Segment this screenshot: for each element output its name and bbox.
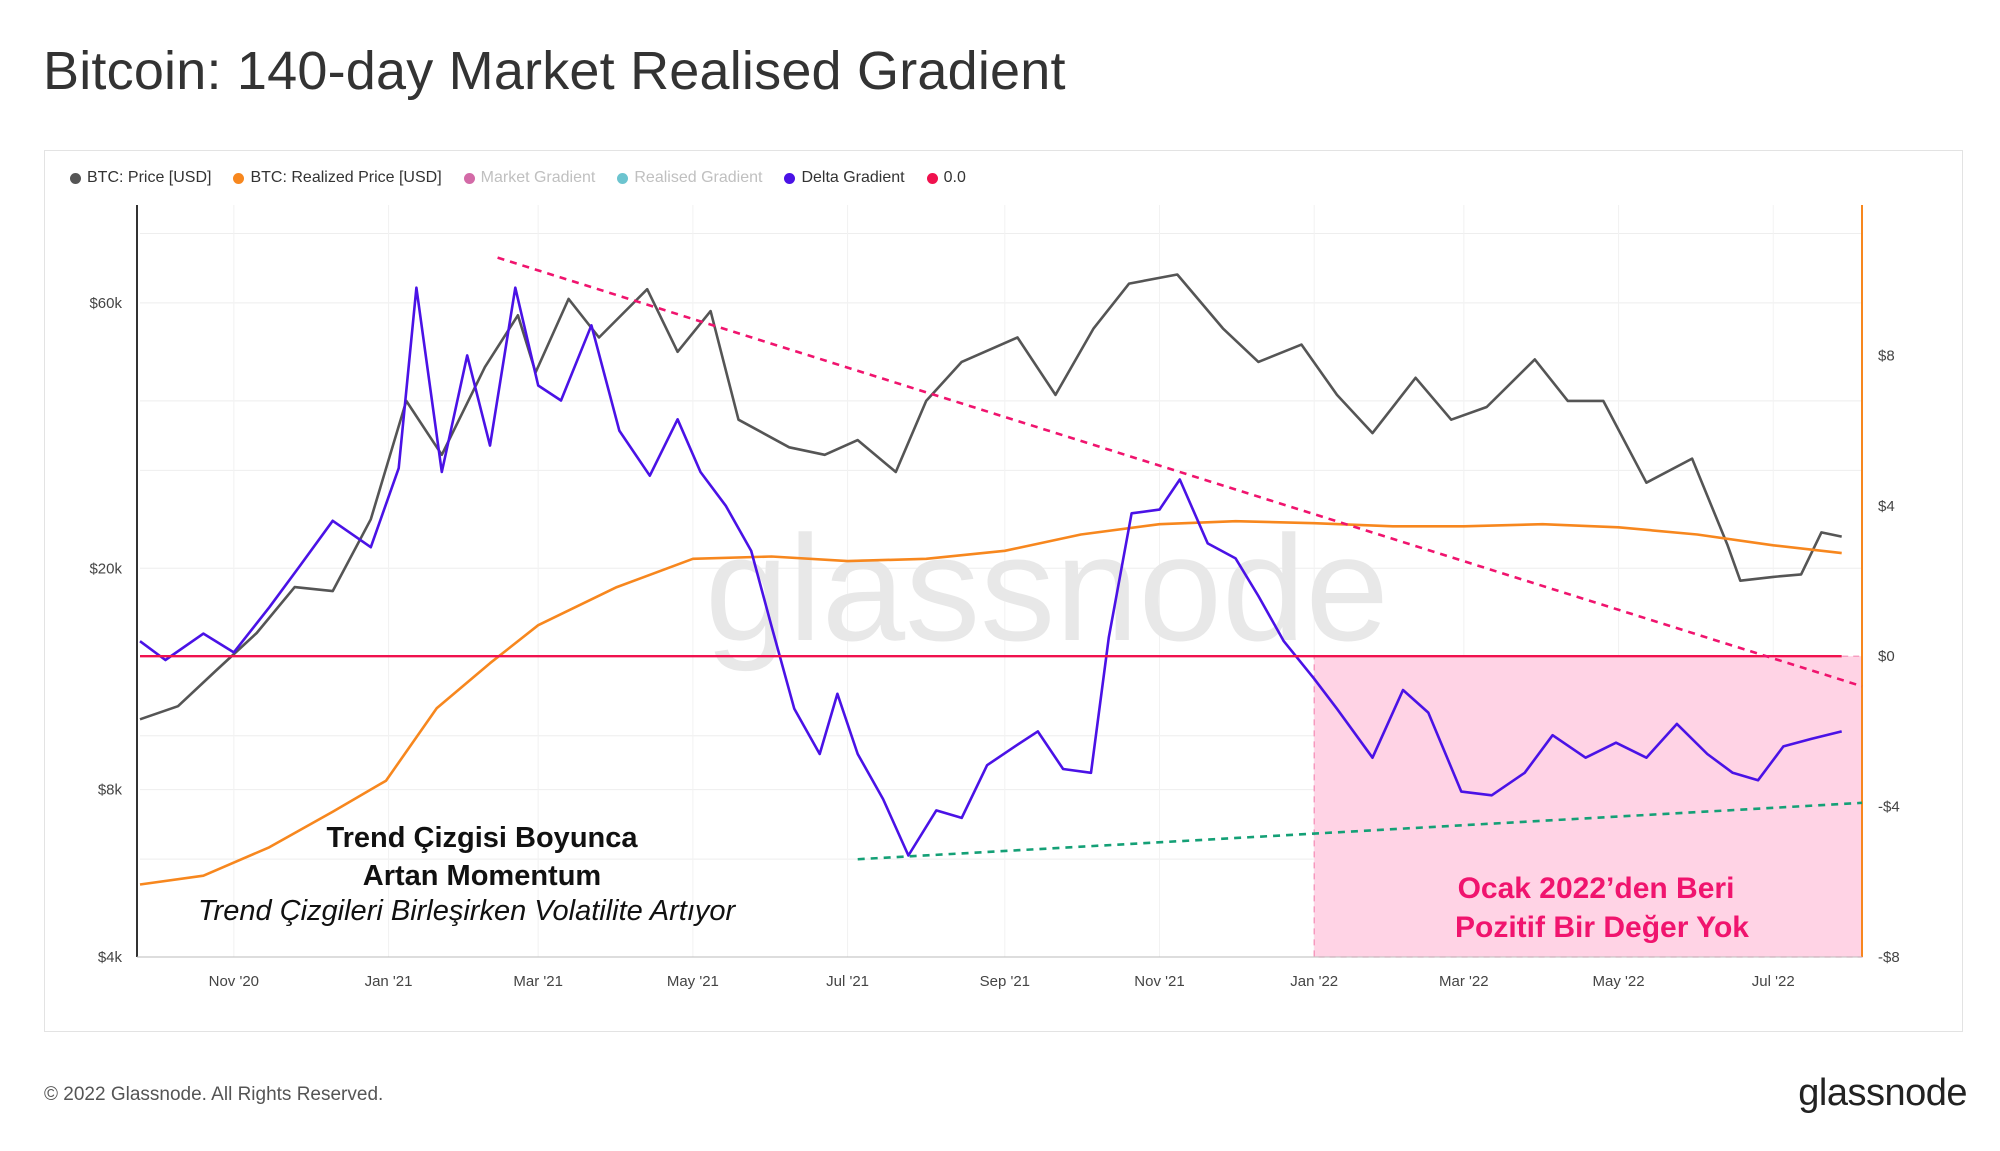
x-tick-label: May '22 (1593, 973, 1645, 990)
legend-item-delta-gradient[interactable]: Delta Gradient (784, 169, 905, 187)
legend-item-market-gradient[interactable]: Market Gradient (463, 169, 596, 187)
x-tick-label: Jul '22 (1752, 973, 1795, 990)
y-left-tick-label: $4k (98, 949, 123, 966)
annotation-right-line1: Ocak 2022’den Beri (1458, 872, 1735, 905)
legend-label-delta-gradient: Delta Gradient (801, 169, 905, 186)
axes (136, 205, 1863, 958)
series-line-price (139, 273, 1842, 721)
legend-item-zero-line[interactable]: 0.0 (926, 169, 966, 187)
annotation-left-line1: Trend Çizgisi Boyunca (327, 822, 639, 854)
chart-panel (44, 150, 1963, 1032)
y-left-tick-label: $8k (98, 782, 123, 799)
trend-line-upper (497, 256, 1863, 688)
x-tick-label: Mar '21 (513, 973, 563, 990)
legend-dot-delta-gradient (784, 172, 796, 184)
annotation-left-line2: Artan Momentum (363, 860, 601, 892)
legend-label-price: BTC: Price [USD] (87, 169, 212, 186)
x-tick-label: Jan '21 (365, 973, 413, 990)
x-tick-label: May '21 (667, 973, 719, 990)
highlight-region-group (1313, 655, 1863, 958)
legend-dot-realized-price (233, 172, 245, 184)
x-tick-label: Jan '22 (1290, 973, 1338, 990)
y-left-tick-label: $60k (89, 295, 122, 312)
y-right-tick-label: -$4 (1878, 799, 1900, 816)
annotation-left-line3: Trend Çizgileri Birleşirken Volatilite A… (198, 895, 737, 927)
legend-item-price[interactable]: BTC: Price [USD] (70, 169, 211, 187)
legend-label-realised-gradient: Realised Gradient (634, 169, 763, 186)
chart-legend: BTC: Price [USD] BTC: Realized Price [US… (70, 166, 966, 190)
watermark-text: glassnode (705, 504, 1389, 672)
y-left-tick-label: $20k (89, 560, 122, 577)
y-right-tick-label: $8 (1878, 347, 1895, 364)
y-right-tick-label: $4 (1878, 498, 1895, 515)
series-group (139, 273, 1843, 886)
brand-logo: glassnode (1798, 1072, 1967, 1114)
annotation-left: Trend Çizgisi Boyunca Artan Momentum Tre… (198, 822, 737, 927)
footer-copyright: © 2022 Glassnode. All Rights Reserved. (44, 1084, 384, 1105)
x-tick-label: Sep '21 (980, 973, 1030, 990)
x-tick-label: Nov '20 (209, 973, 259, 990)
series-line-delta-gradient (139, 286, 1843, 857)
legend-dot-zero-line (926, 172, 938, 184)
legend-dot-market-gradient (463, 172, 475, 184)
legend-label-realized-price: BTC: Realized Price [USD] (250, 169, 442, 186)
x-tick-label: Nov '21 (1134, 973, 1184, 990)
series-line-realized-price (139, 519, 1842, 886)
x-tick-label: Jul '21 (826, 973, 869, 990)
y-right-tick-label: -$8 (1878, 949, 1900, 966)
annotation-right: Ocak 2022’den Beri Pozitif Bir Değer Yok (1455, 872, 1749, 944)
legend-dot-realised-gradient (617, 172, 629, 184)
trend-line-lower (857, 801, 1863, 861)
legend-item-realised-gradient[interactable]: Realised Gradient (617, 169, 762, 187)
legend-dot-price (70, 172, 81, 184)
legend-label-zero-line: 0.0 (943, 169, 966, 186)
x-tick-label: Mar '22 (1439, 973, 1489, 990)
page-title: Bitcoin: 140-day Market Realised Gradien… (43, 41, 1066, 101)
tick-labels: Nov '20 Jan '21 Mar '21 May '21 Jul '21 Sep '… (89, 295, 1899, 990)
legend-label-market-gradient: Market Gradient (480, 169, 596, 186)
legend-item-realized-price[interactable]: BTC: Realized Price [USD] (233, 169, 442, 187)
annotation-right-line2: Pozitif Bir Değer Yok (1455, 911, 1749, 944)
y-right-tick-label: $0 (1878, 648, 1895, 665)
trend-lines-group (497, 256, 1863, 861)
highlight-region (1313, 655, 1863, 958)
